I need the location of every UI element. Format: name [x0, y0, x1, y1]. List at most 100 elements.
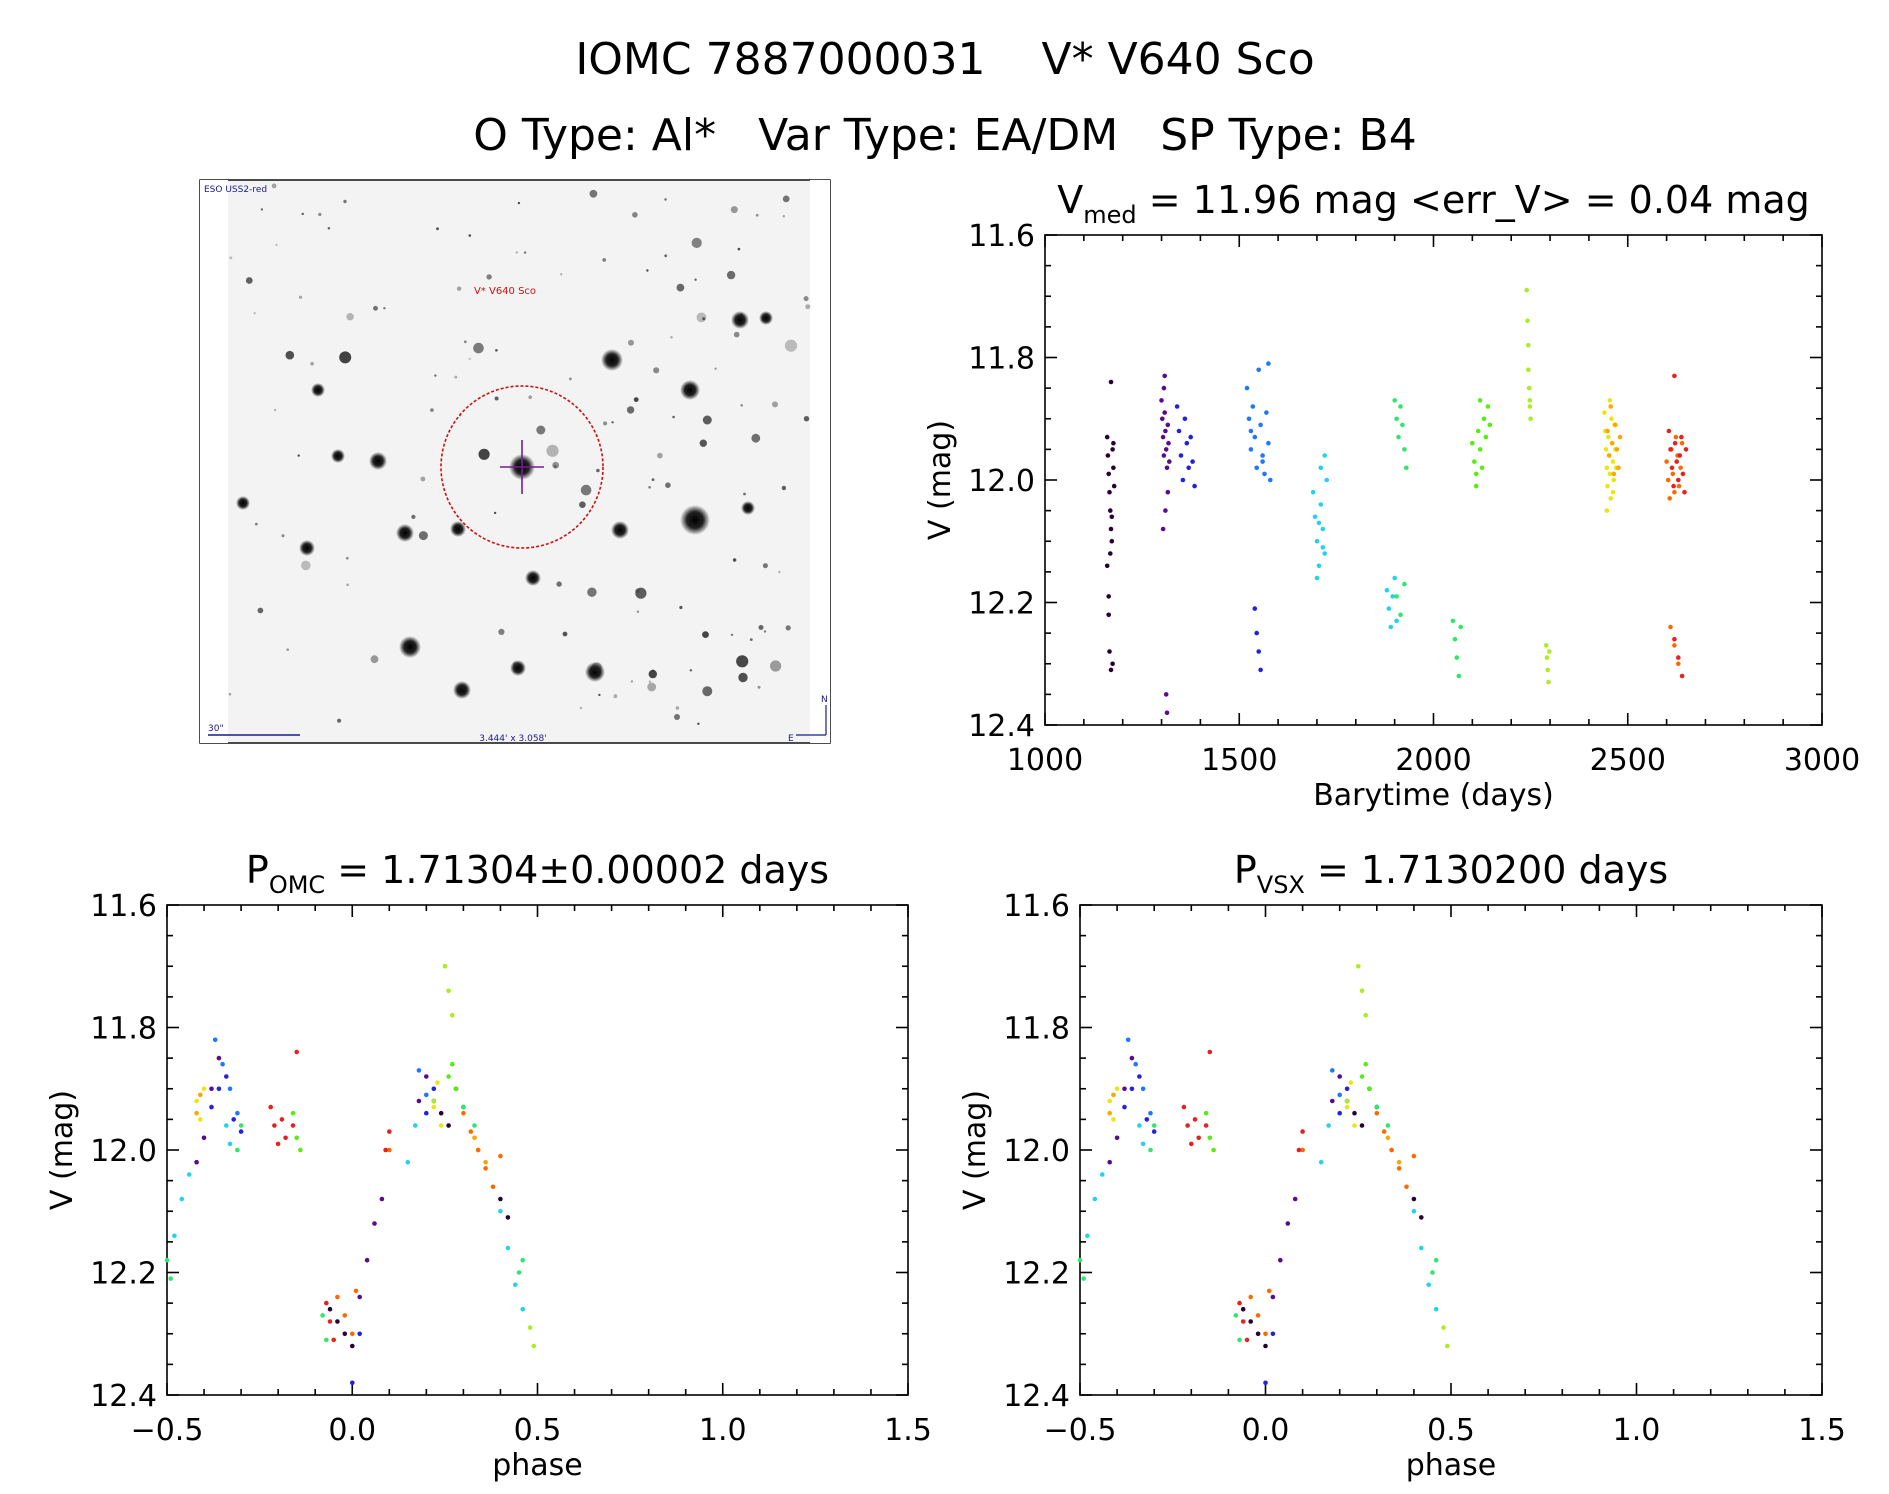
data-point	[483, 1159, 488, 1165]
finder-star	[601, 349, 623, 371]
data-point	[1240, 1319, 1246, 1324]
finder-star	[736, 655, 749, 668]
data-point	[1676, 655, 1681, 660]
data-point	[1246, 416, 1252, 422]
data-point	[179, 1196, 185, 1202]
x-tick-label: 1.0	[1613, 1413, 1661, 1448]
finder-star	[327, 226, 331, 230]
data-point	[1384, 587, 1390, 593]
finder-star	[430, 408, 434, 412]
data-point	[1165, 489, 1171, 495]
data-point	[1374, 1110, 1380, 1116]
data-point	[1613, 422, 1618, 428]
data-point	[1252, 434, 1258, 440]
data-point	[1318, 502, 1324, 507]
data-point	[1672, 489, 1677, 495]
panel-title-subscript: OMC	[269, 871, 325, 899]
finder-star	[369, 452, 387, 470]
data-point	[1111, 1117, 1116, 1122]
data-point	[461, 1110, 466, 1116]
finder-star	[383, 307, 386, 310]
data-point	[1264, 410, 1269, 415]
finder-star	[281, 534, 285, 538]
data-point	[1151, 1129, 1157, 1134]
finder-star	[560, 273, 563, 276]
data-point	[1487, 422, 1493, 428]
data-point	[1441, 1325, 1446, 1330]
finder-star	[346, 313, 354, 321]
data-point	[1610, 489, 1616, 495]
data-point	[1108, 667, 1114, 673]
data-point	[194, 1098, 199, 1104]
data-point	[1160, 416, 1165, 422]
data-point	[431, 1098, 437, 1104]
finder-star	[657, 452, 663, 459]
y-axis-label: V (mag)	[958, 1090, 993, 1210]
data-point	[442, 963, 448, 969]
data-point	[198, 1117, 203, 1122]
y-tick-label: 12.4	[1003, 1379, 1070, 1414]
x-tick-label: −0.5	[131, 1413, 204, 1448]
finder-star	[755, 213, 759, 217]
data-point	[1270, 1294, 1276, 1300]
finder-star	[651, 478, 655, 481]
data-point	[1104, 434, 1110, 440]
data-point	[353, 1288, 359, 1294]
data-point	[1604, 508, 1610, 513]
data-point	[186, 1172, 192, 1177]
data-point	[1526, 385, 1532, 391]
data-point	[1107, 489, 1112, 495]
panel-title: POMC = 1.71304±0.00002 days	[246, 848, 829, 899]
data-point	[1458, 624, 1463, 630]
data-point	[1256, 649, 1261, 654]
data-point	[1107, 1110, 1112, 1116]
finder-star	[236, 496, 250, 510]
finder-star	[648, 669, 657, 679]
data-point	[1105, 453, 1111, 458]
data-point	[364, 1257, 370, 1263]
finder-star	[373, 305, 378, 311]
data-point	[1485, 404, 1491, 409]
data-point	[1312, 514, 1318, 520]
data-point	[1248, 1294, 1253, 1300]
data-point	[435, 1080, 440, 1085]
data-point	[1359, 1074, 1365, 1079]
data-point	[1411, 1153, 1417, 1159]
data-point	[324, 1337, 329, 1343]
data-point	[1481, 416, 1487, 422]
data-point	[405, 1159, 411, 1165]
finder-star	[785, 625, 791, 631]
data-point	[1344, 1098, 1350, 1104]
finder-star	[803, 416, 810, 422]
data-point	[1181, 1104, 1187, 1110]
finder-star	[694, 278, 697, 281]
data-point	[1454, 655, 1460, 660]
finder-star	[702, 631, 709, 638]
finder-star	[298, 295, 303, 299]
finder-star	[633, 397, 639, 402]
data-point	[1266, 440, 1271, 446]
x-tick-label: 1.0	[699, 1413, 747, 1448]
finder-star	[517, 201, 521, 205]
data-point	[1211, 1147, 1216, 1153]
data-point	[1164, 710, 1170, 716]
panel-title-symbol: P	[1234, 848, 1257, 892]
data-point	[1186, 465, 1191, 471]
data-point	[1324, 477, 1329, 483]
data-point	[1109, 514, 1115, 520]
data-point	[1166, 440, 1171, 446]
phase-plot-omc-panel: −0.5 0.0 0.5 1.0 1.5 11.6 11.8 12.0 12.2 12.4 phas…	[45, 848, 932, 1483]
x-tick-label: 2000	[1395, 743, 1471, 778]
data-point	[424, 1092, 429, 1098]
data-point	[1318, 465, 1324, 471]
data-point	[335, 1294, 340, 1300]
data-point	[372, 1221, 377, 1226]
y-axis-label: V (mag)	[45, 1090, 80, 1210]
data-point	[342, 1331, 348, 1337]
finder-star	[737, 247, 741, 251]
finder-target-label: V* V640 Sco	[474, 286, 536, 297]
data-point	[1163, 508, 1168, 513]
data-point	[212, 1037, 218, 1043]
data-point	[238, 1123, 244, 1128]
